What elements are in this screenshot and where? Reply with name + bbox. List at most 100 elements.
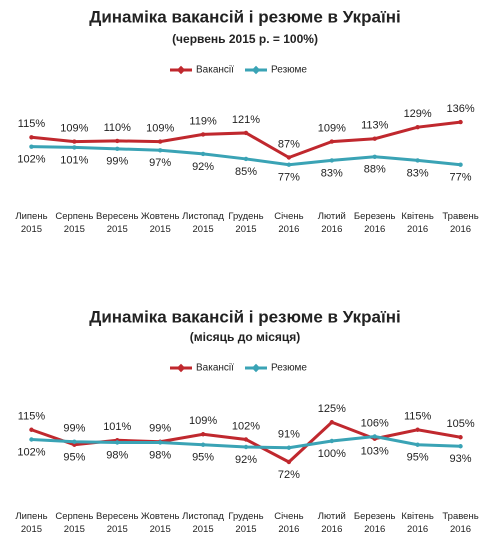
data-label: 72%: [278, 469, 300, 481]
data-label: 129%: [404, 108, 432, 120]
chart-title: Динаміка вакансій і резюме в Україні: [89, 307, 401, 326]
data-label: 95%: [63, 452, 85, 464]
data-point: [372, 136, 377, 141]
data-point: [243, 444, 249, 450]
data-point: [200, 442, 206, 447]
x-tick-label: Грудень 2015: [228, 511, 264, 535]
data-label: 100%: [318, 448, 346, 460]
data-label: 119%: [189, 115, 217, 127]
data-point: [29, 427, 34, 432]
data-point: [415, 124, 420, 130]
data-point: [115, 146, 120, 152]
data-point: [286, 162, 292, 167]
data-label: 115%: [18, 411, 46, 423]
data-point: [29, 437, 34, 442]
x-tick-label: Лютий 2016: [317, 211, 346, 235]
series-line: [31, 145, 461, 167]
data-point: [286, 459, 292, 465]
data-point: [29, 135, 34, 140]
data-label: 110%: [104, 122, 132, 134]
data-label: 77%: [278, 172, 300, 184]
legend-marker: [251, 65, 261, 75]
data-label: 83%: [321, 167, 343, 179]
legend-label: Резюме: [271, 363, 307, 374]
data-label: 85%: [235, 166, 257, 178]
data-label: 109%: [146, 123, 174, 135]
data-point: [72, 139, 77, 144]
data-point: [115, 138, 120, 144]
data-label: 77%: [450, 172, 472, 184]
data-point: [243, 156, 249, 162]
data-point: [458, 444, 463, 449]
data-point: [200, 151, 206, 157]
data-label: 98%: [149, 449, 171, 461]
x-tick-label: Квітень 2016: [401, 511, 434, 535]
data-point: [29, 144, 34, 149]
x-tick-label: Липень 2015: [15, 211, 48, 235]
legend-label: Вакансії: [196, 363, 234, 374]
x-tick-label: Серпень 2015: [55, 211, 94, 235]
legend-marker: [251, 363, 261, 373]
data-label: 115%: [404, 411, 432, 423]
data-point: [372, 434, 377, 439]
data-point: [243, 130, 249, 136]
data-point: [157, 148, 163, 153]
data-point: [72, 439, 77, 444]
data-label: 83%: [407, 167, 429, 179]
data-point: [372, 154, 377, 159]
data-point: [200, 432, 206, 437]
data-label: 102%: [232, 420, 260, 432]
x-tick-label: Березень 2016: [353, 211, 396, 235]
data-label: 103%: [361, 446, 389, 458]
x-tick-label: Березень 2016: [353, 511, 396, 535]
legend-label: Вакансії: [196, 65, 234, 76]
data-point: [415, 442, 420, 447]
data-label: 136%: [446, 103, 474, 115]
data-label: 98%: [106, 449, 128, 461]
data-label: 102%: [17, 446, 45, 458]
data-label: 106%: [361, 417, 389, 429]
data-label: 99%: [63, 423, 85, 435]
legend-marker: [176, 363, 186, 373]
data-label: 109%: [189, 415, 217, 427]
data-label: 95%: [192, 452, 214, 464]
x-tick-label: Травень 2016: [442, 511, 479, 535]
x-tick-label: Травень 2016: [442, 211, 479, 235]
data-label: 121%: [232, 114, 260, 126]
legend-marker: [176, 65, 186, 75]
data-label: 87%: [278, 138, 300, 150]
x-tick-label: Вересень 2015: [96, 511, 139, 535]
data-label: 88%: [364, 164, 386, 176]
data-point: [329, 420, 335, 425]
data-label: 102%: [17, 154, 45, 166]
x-tick-label: Листопад 2015: [182, 511, 224, 535]
x-tick-label: Жовтень 2015: [140, 511, 180, 535]
data-point: [458, 119, 463, 125]
data-point: [286, 445, 292, 450]
data-label: 99%: [106, 156, 128, 168]
x-tick-label: Лютий 2016: [317, 511, 346, 535]
data-point: [415, 158, 420, 163]
data-point: [458, 162, 463, 167]
data-label: 92%: [235, 454, 257, 466]
data-point: [157, 440, 163, 445]
series-line: [31, 120, 461, 160]
data-point: [115, 440, 120, 445]
data-point: [415, 427, 420, 432]
data-label: 125%: [318, 403, 346, 415]
data-label: 93%: [450, 453, 472, 465]
data-label: 113%: [361, 120, 389, 132]
data-point: [458, 435, 463, 440]
chart-subtitle: (червень 2015 р. = 100%): [172, 32, 318, 46]
data-point: [329, 438, 335, 444]
data-label: 95%: [407, 452, 429, 464]
data-label: 105%: [446, 418, 474, 430]
x-tick-label: Грудень 2015: [228, 211, 264, 235]
data-label: 115%: [18, 118, 46, 130]
data-point: [329, 158, 335, 163]
x-tick-label: Січень 2016: [274, 511, 304, 535]
x-tick-label: Жовтень 2015: [140, 211, 180, 235]
data-point: [286, 155, 292, 160]
